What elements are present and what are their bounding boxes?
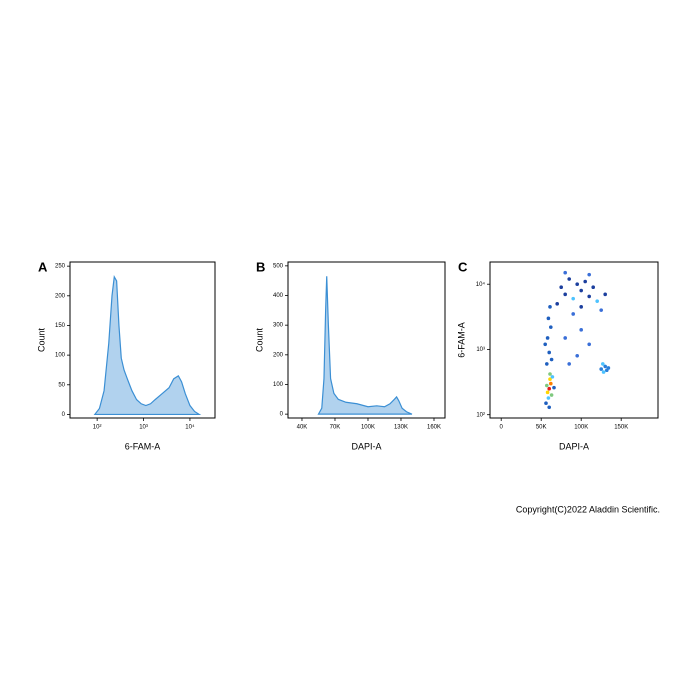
event-dot <box>548 305 552 309</box>
event-dot <box>603 292 607 297</box>
event-dot <box>567 362 571 366</box>
x-tick-label: 100K <box>574 425 588 431</box>
y-tick-label: 200 <box>273 352 284 358</box>
event-dot <box>546 316 551 321</box>
x-axis-label: DAPI-A <box>559 441 589 451</box>
event-dot <box>575 282 579 287</box>
event-dot <box>549 325 553 329</box>
event-dot <box>601 362 605 366</box>
plot-frame <box>489 261 659 419</box>
y-tick-label: 0 <box>62 412 66 418</box>
x-tick-label: 160K <box>427 425 441 431</box>
event-dot <box>543 342 547 347</box>
histogram-area <box>93 274 202 416</box>
event-dot <box>547 386 551 391</box>
event-dot <box>563 270 567 275</box>
panel-label: B <box>256 259 265 274</box>
event-dot <box>549 357 554 362</box>
event-dot <box>571 312 575 316</box>
plot-frame <box>287 261 446 419</box>
plot-frame <box>69 261 216 419</box>
event-dot <box>545 336 550 340</box>
event-dot <box>547 405 551 410</box>
y-tick-label: 200 <box>55 293 66 299</box>
event-dot <box>548 377 552 382</box>
y-tick-label: 150 <box>55 323 66 329</box>
y-tick-label: 300 <box>273 323 284 329</box>
event-dot <box>587 272 591 277</box>
y-tick-label: 50 <box>58 382 65 388</box>
event-dot <box>599 308 603 312</box>
y-tick-label: 10² <box>476 412 485 418</box>
event-dot <box>555 302 559 306</box>
x-axis-label: 6-FAM-A <box>125 441 161 451</box>
x-tick-label: 10² <box>93 425 102 431</box>
panel-label: C <box>458 259 468 274</box>
event-dot <box>563 336 567 340</box>
x-tick-label: 10³ <box>139 425 148 431</box>
event-dot <box>583 279 587 284</box>
event-dot <box>575 353 579 358</box>
y-tick-label: 400 <box>273 293 284 299</box>
event-dot <box>545 383 549 388</box>
y-tick-label: 250 <box>55 264 66 270</box>
event-dot <box>548 372 552 376</box>
x-tick-label: 0 <box>500 425 504 431</box>
y-tick-label: 100 <box>273 382 284 388</box>
event-dot <box>591 285 595 289</box>
event-dot <box>545 362 549 366</box>
event-dot <box>567 277 571 281</box>
y-tick-label: 100 <box>55 353 66 359</box>
event-dot <box>547 350 551 355</box>
x-tick-label: 50K <box>536 425 547 431</box>
event-dot <box>552 385 556 390</box>
event-dot <box>595 299 599 303</box>
x-tick-label: 40K <box>297 425 308 431</box>
panel-label: A <box>38 259 48 274</box>
x-tick-label: 100K <box>361 425 375 431</box>
x-tick-label: 10⁴ <box>185 424 195 431</box>
event-dot <box>601 370 606 374</box>
event-dot <box>606 366 611 370</box>
y-tick-label: 10⁴ <box>476 281 486 288</box>
event-dot <box>559 285 563 289</box>
event-dot <box>546 396 551 400</box>
event-dot <box>563 292 567 297</box>
x-tick-label: 70K <box>330 425 341 431</box>
x-axis-label: DAPI-A <box>351 441 381 451</box>
event-dot <box>587 342 591 347</box>
event-dot <box>587 294 591 299</box>
y-tick-label: 500 <box>273 263 284 269</box>
event-dot <box>544 401 548 406</box>
event-dot <box>599 367 603 371</box>
event-dot <box>579 288 583 293</box>
event-dot <box>549 381 553 386</box>
copyright: Copyright(C)2022 Aladdin Scientific. <box>516 504 660 514</box>
event-dot <box>579 328 583 332</box>
event-dot <box>603 364 607 369</box>
y-axis-label: Count <box>254 328 264 353</box>
y-axis-label: Count <box>36 328 46 353</box>
event-dot <box>550 375 555 379</box>
x-tick-label: 130K <box>394 425 408 431</box>
event-dot <box>549 393 554 397</box>
y-tick-label: 0 <box>280 412 284 418</box>
event-dot <box>579 305 583 309</box>
event-dot <box>571 296 575 301</box>
event-dot <box>545 390 550 395</box>
histogram-area <box>317 276 413 415</box>
y-axis-label: 6-FAM-A <box>456 322 466 358</box>
y-tick-label: 10³ <box>476 347 485 353</box>
x-tick-label: 150K <box>614 425 628 431</box>
